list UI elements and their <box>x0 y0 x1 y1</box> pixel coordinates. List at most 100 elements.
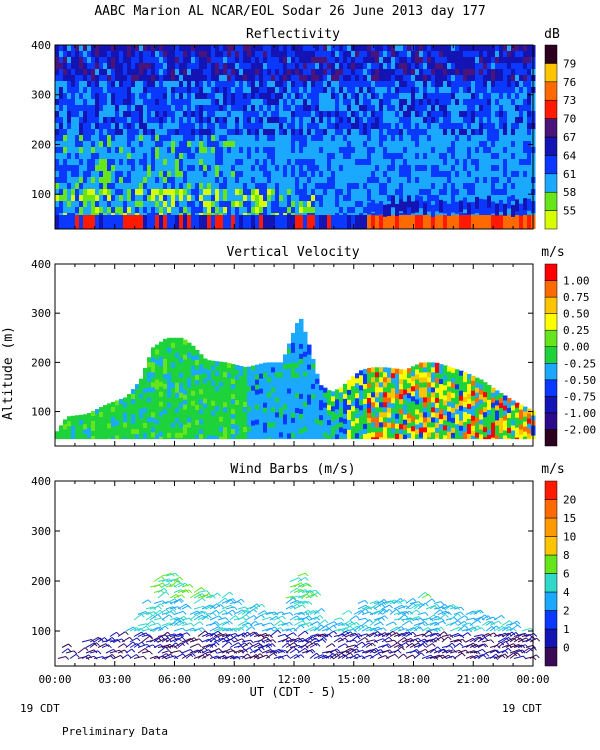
wind-barb <box>185 627 194 632</box>
wind-barb <box>225 655 233 659</box>
wind-barb <box>317 637 325 643</box>
wind-barb <box>285 595 294 599</box>
colorbar-swatch <box>544 480 558 500</box>
wind-barb <box>157 646 166 654</box>
wind-barb <box>213 633 222 637</box>
wind-barb <box>493 625 503 632</box>
wind-barb <box>465 626 475 632</box>
wind-barb <box>193 593 203 599</box>
wind-barb <box>261 649 272 654</box>
wind-barb <box>245 626 253 632</box>
wind-barb <box>161 614 170 621</box>
wind-barb <box>137 647 146 654</box>
wind-barb <box>317 625 327 632</box>
y-tick-label: 100 <box>31 406 51 419</box>
wind-barb <box>165 633 175 637</box>
wind-barb <box>393 646 402 654</box>
wind-barb <box>241 610 249 615</box>
wind-barb <box>309 621 318 626</box>
colorbar-label: 0 <box>563 642 570 655</box>
colorbar-swatch <box>544 346 558 364</box>
wind-barb <box>385 653 396 659</box>
wind-barb <box>381 604 390 610</box>
wind-barb <box>449 606 457 610</box>
wind-barb <box>357 604 367 610</box>
reflectivity-title: Reflectivity <box>246 27 340 42</box>
colorbar-label: 55 <box>563 205 576 218</box>
wind-barb <box>117 631 126 637</box>
wind-barb <box>417 641 425 648</box>
wind-barb <box>149 613 159 621</box>
wind-barb <box>177 603 187 610</box>
wind-barb <box>409 601 419 604</box>
wind-barb <box>389 626 398 632</box>
wind-barb <box>221 591 231 599</box>
wind-barb <box>177 632 188 637</box>
colorbar-label: 4 <box>563 586 570 599</box>
wind-barb <box>409 616 419 621</box>
wind-barb <box>281 636 290 643</box>
wind-barb <box>165 622 176 626</box>
wind-barb <box>465 617 475 621</box>
y-tick-label: 100 <box>31 625 51 638</box>
wind-barb <box>509 652 518 659</box>
wind-barb <box>157 591 167 599</box>
wind-barb <box>133 628 142 632</box>
wind-barb <box>357 617 366 621</box>
wind-barb <box>417 602 426 610</box>
y-tick-label: 300 <box>31 89 51 102</box>
wind-barb <box>141 635 151 643</box>
wind-barb <box>469 619 478 626</box>
wind-barb <box>293 617 302 621</box>
wind-barb <box>221 641 230 648</box>
wind-barb <box>365 632 375 637</box>
colorbar-swatch <box>544 554 558 574</box>
wind-barb <box>249 620 256 626</box>
wind-barb <box>229 615 236 621</box>
wind-barb <box>345 639 355 643</box>
wind-barb <box>325 630 334 637</box>
wind-barb <box>513 637 521 643</box>
wind-barb <box>205 594 213 599</box>
wind-barb <box>485 620 492 626</box>
wind-barb <box>285 642 295 648</box>
wind-barb <box>405 642 413 648</box>
wind-barb <box>137 625 147 632</box>
wind-barb <box>177 621 185 626</box>
wind-barb <box>381 636 390 643</box>
wind-barb <box>337 643 346 648</box>
wind-barb <box>409 625 418 632</box>
wind-barb <box>381 608 390 615</box>
wind-barb <box>225 598 233 604</box>
wind-barb <box>293 637 304 643</box>
wind-barb <box>213 627 223 632</box>
wind-barb <box>449 620 459 626</box>
colorbar-label: 10 <box>563 531 576 544</box>
y-tick-label: 200 <box>31 356 51 369</box>
wind-barb <box>369 652 379 659</box>
wind-barb <box>365 627 375 632</box>
wind-barb <box>201 649 210 654</box>
x-tick-label: 06:00 <box>158 673 191 686</box>
wind-barb <box>397 614 406 621</box>
wind-barb <box>521 647 530 654</box>
wind-barb <box>269 629 279 637</box>
wind-barb <box>445 621 455 626</box>
wind-barb <box>417 648 426 654</box>
wind-barb <box>301 622 311 626</box>
wind-barb <box>389 642 399 648</box>
wind-barb <box>393 643 401 648</box>
wind-barb <box>173 627 183 632</box>
wind-barb <box>425 643 433 648</box>
wind-barb <box>421 630 430 637</box>
wind-barb <box>209 615 220 621</box>
vertical-velocity-unit: m/s <box>541 245 564 260</box>
y-tick-label: 300 <box>31 307 51 320</box>
wind-barb <box>269 615 277 621</box>
wind-barb <box>369 603 379 610</box>
wind-barb <box>293 589 302 593</box>
wind-barb <box>449 613 459 621</box>
wind-barb <box>289 637 300 643</box>
wind-barb <box>497 641 506 648</box>
wind-barb <box>453 642 461 648</box>
